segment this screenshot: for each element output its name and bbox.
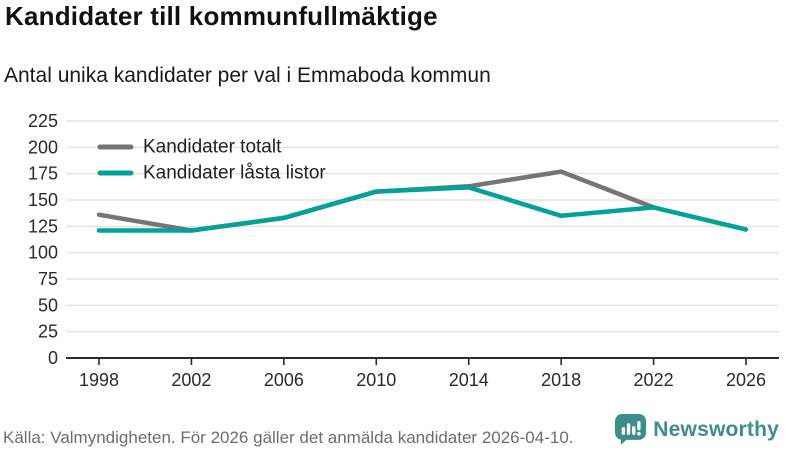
chart-subtitle: Antal unika kandidater per val i Emmabod…	[4, 64, 491, 87]
newsworthy-logo-icon	[615, 414, 647, 445]
x-axis-label: 2006	[264, 370, 304, 390]
newsworthy-logo: Newsworthy	[615, 414, 779, 445]
y-axis-label: 225	[28, 111, 58, 131]
x-axis-label: 2014	[449, 370, 489, 390]
y-axis-label: 125	[28, 216, 58, 236]
y-axis-label: 150	[28, 190, 58, 210]
y-axis-label: 75	[38, 269, 58, 289]
line-chart: 0 25 50 75 100 125 150 175 200 225 1998 2002 2006 201…	[28, 111, 779, 390]
series-line-kandidater-lasta-listor	[96, 185, 749, 233]
y-axis-label: 25	[38, 322, 58, 342]
x-axis-label: 2010	[356, 370, 396, 390]
x-axis-label: 2018	[541, 370, 581, 390]
y-axis-label: 175	[28, 164, 58, 184]
y-axis-label: 200	[28, 137, 58, 157]
x-axis-label: 2002	[171, 370, 211, 390]
chart-title: Kandidater till kommunfullmäktige	[5, 1, 438, 31]
x-axis-label: 1998	[79, 370, 119, 390]
y-axis-label: 50	[38, 295, 58, 315]
source-note: Källa: Valmyndigheten. För 2026 gäller d…	[3, 428, 574, 447]
x-axis-label: 2022	[634, 370, 674, 390]
legend-label-kandidater-lasta-listor: Kandidater låsta listor	[143, 163, 326, 184]
y-axis-label: 0	[48, 348, 58, 368]
legend-label-kandidater-totalt: Kandidater totalt	[143, 137, 282, 158]
x-axis-label: 2026	[726, 370, 766, 390]
newsworthy-logo-text: Newsworthy	[653, 417, 779, 441]
y-axis-label: 100	[28, 243, 58, 263]
